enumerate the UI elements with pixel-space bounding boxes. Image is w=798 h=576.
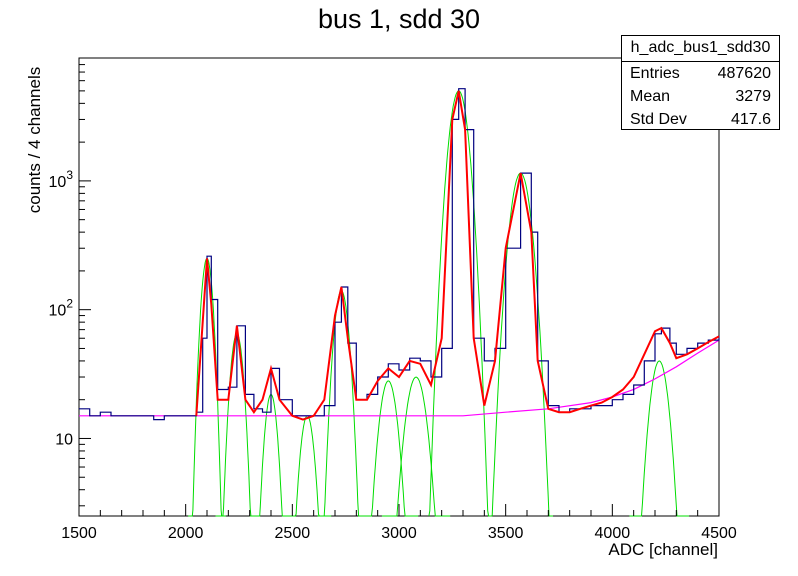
- x-tick-label: 2500: [275, 525, 311, 542]
- tick-layer: 1500 2000 2500 3000 3500 4000 4500 10 102 103: [49, 57, 737, 542]
- histogram-line: [79, 88, 720, 421]
- stats-row-stddev: Std Dev 417.6: [622, 108, 779, 131]
- stats-row-entries: Entries 487620: [622, 62, 779, 85]
- x-tick-label: 4000: [595, 525, 631, 542]
- stats-row-mean: Mean 3279: [622, 85, 779, 108]
- x-tick-label: 1500: [61, 525, 97, 542]
- y-tick-label: 102: [49, 297, 74, 320]
- total-fit-line: [195, 90, 720, 421]
- peak-gaussian: [428, 90, 490, 517]
- x-tick-label: 4500: [701, 525, 737, 542]
- stats-value: 417.6: [730, 111, 771, 128]
- stats-label: Mean: [630, 88, 671, 105]
- stats-name: h_adc_bus1_sdd30: [622, 36, 779, 62]
- y-axis-label: counts / 4 channels: [25, 66, 44, 214]
- chart-title: bus 1, sdd 30: [317, 4, 481, 34]
- stats-label: Entries: [630, 65, 680, 82]
- x-axis-label: ADC [channel]: [608, 540, 718, 559]
- curves-layer: [79, 88, 720, 517]
- background-fit-line: [79, 339, 720, 417]
- peak-gaussian: [381, 376, 451, 517]
- stats-value: 3279: [735, 88, 771, 105]
- peak-gaussian: [317, 290, 366, 517]
- stats-value: 487620: [717, 65, 771, 82]
- y-tick-label: 10: [55, 431, 73, 448]
- x-tick-label: 2000: [168, 525, 204, 542]
- peak-gaussian: [629, 360, 690, 517]
- x-tick-label: 3000: [381, 525, 417, 542]
- y-tick-label: 103: [49, 168, 74, 191]
- stats-label: Std Dev: [630, 111, 687, 128]
- peak-gaussian: [358, 380, 419, 517]
- peak-gaussian: [283, 415, 332, 517]
- x-tick-label: 3500: [488, 525, 524, 542]
- stats-box: h_adc_bus1_sdd30 Entries 487620 Mean 327…: [621, 35, 780, 130]
